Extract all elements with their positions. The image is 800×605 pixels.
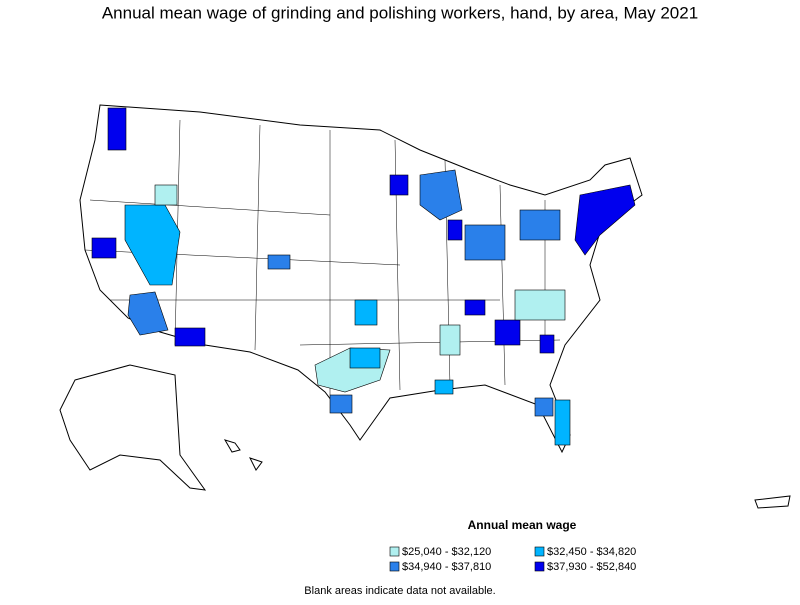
region: [419, 169, 463, 221]
map: [59, 104, 791, 509]
region: [514, 289, 566, 321]
region: [574, 184, 636, 256]
region: [519, 209, 561, 241]
region: [127, 291, 169, 336]
legend-swatch: [534, 561, 545, 572]
region: [349, 347, 381, 369]
region: [554, 399, 571, 446]
legend-swatch: [389, 561, 400, 572]
legend: $25,040 - $32,120 $32,450 - $34,820 $34,94…: [389, 546, 636, 573]
region: [107, 107, 127, 151]
region: [91, 237, 117, 259]
region: [439, 324, 461, 356]
region: [329, 394, 353, 414]
legend-title: Annual mean wage: [468, 518, 577, 532]
legend-label: $37,930 - $52,840: [547, 561, 636, 573]
region: [174, 327, 206, 347]
region: [464, 224, 506, 261]
legend-label: $32,450 - $34,820: [547, 546, 636, 558]
region: [464, 299, 486, 316]
region: [534, 397, 554, 417]
legend-label: $34,940 - $37,810: [402, 561, 491, 573]
legend-swatch: [534, 546, 545, 557]
puerto-rico: [754, 495, 791, 509]
region: [539, 334, 555, 354]
region: [267, 254, 291, 270]
alaska: [59, 364, 207, 491]
legend-label: $25,040 - $32,120: [402, 546, 491, 558]
region: [389, 174, 409, 196]
hawaii: [223, 439, 263, 471]
region: [354, 299, 378, 326]
title: Annual mean wage of grinding and polishi…: [102, 3, 698, 22]
region: [447, 219, 463, 241]
note: Blank areas indicate data not available.: [304, 585, 495, 597]
region: [494, 319, 521, 346]
legend-swatch: [389, 546, 400, 557]
region: [434, 379, 454, 395]
region: [154, 184, 178, 206]
